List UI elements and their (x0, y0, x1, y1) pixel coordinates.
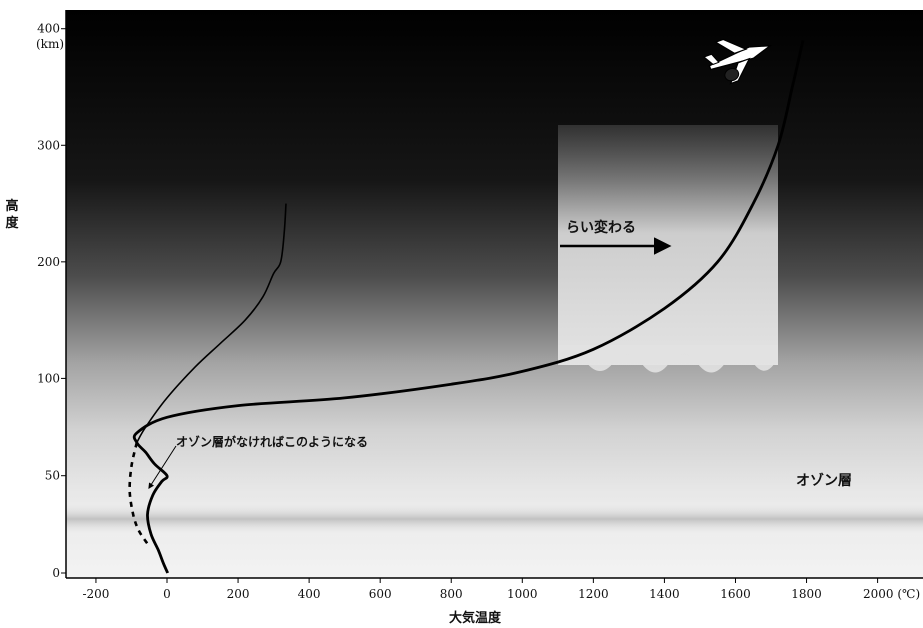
y-tick-label: 0 (52, 566, 60, 580)
x-tick-label: 1400 (649, 587, 680, 601)
ozone-layer-label: オゾン層 (796, 472, 852, 489)
x-tick-label: 800 (440, 587, 463, 601)
y-tick-label: 400 (37, 22, 60, 36)
x-tick-label: 1800 (791, 587, 822, 601)
x-tick-label: 400 (298, 587, 321, 601)
series-line-thin-solid (136, 203, 287, 443)
series-line-dashed (128, 442, 149, 545)
tick-layer: -200 0 200 400 600 800 1000 1200 1400 1600 1800 200… (36, 22, 920, 601)
sky-background (66, 10, 923, 578)
series-layer (128, 40, 805, 574)
x-tick-label: 1200 (578, 587, 609, 601)
y-tick-label: 50 (45, 469, 60, 483)
x-tick-label: 0 (163, 587, 171, 601)
y-tick-label: 100 (37, 371, 60, 385)
y-axis-title: 高度 (5, 198, 19, 231)
x-axis-title: 大気温度 (449, 610, 502, 626)
temperature-change-box-wavy-edge (558, 345, 778, 373)
x-tick-label: 600 (369, 587, 392, 601)
y-tick-label: 300 (37, 138, 60, 152)
no-ozone-label: オゾン層がなければこのようになる (176, 434, 368, 449)
space-shuttle-icon (703, 38, 773, 85)
ozone-layer-band (66, 500, 923, 538)
y-tick-label: 200 (37, 255, 60, 269)
series-line-thick-solid (132, 40, 805, 574)
x-tick-label: 1000 (507, 587, 538, 601)
x-tick-label: 2000 (℃) (863, 587, 920, 601)
no-ozone-arrow (148, 445, 177, 490)
x-tick-label: 1600 (720, 587, 751, 601)
x-tick-label: 200 (227, 587, 250, 601)
temperature-change-label: らい変わる (566, 219, 636, 236)
x-tick-label: -200 (82, 587, 109, 601)
y-unit-label: (km) (36, 37, 64, 51)
